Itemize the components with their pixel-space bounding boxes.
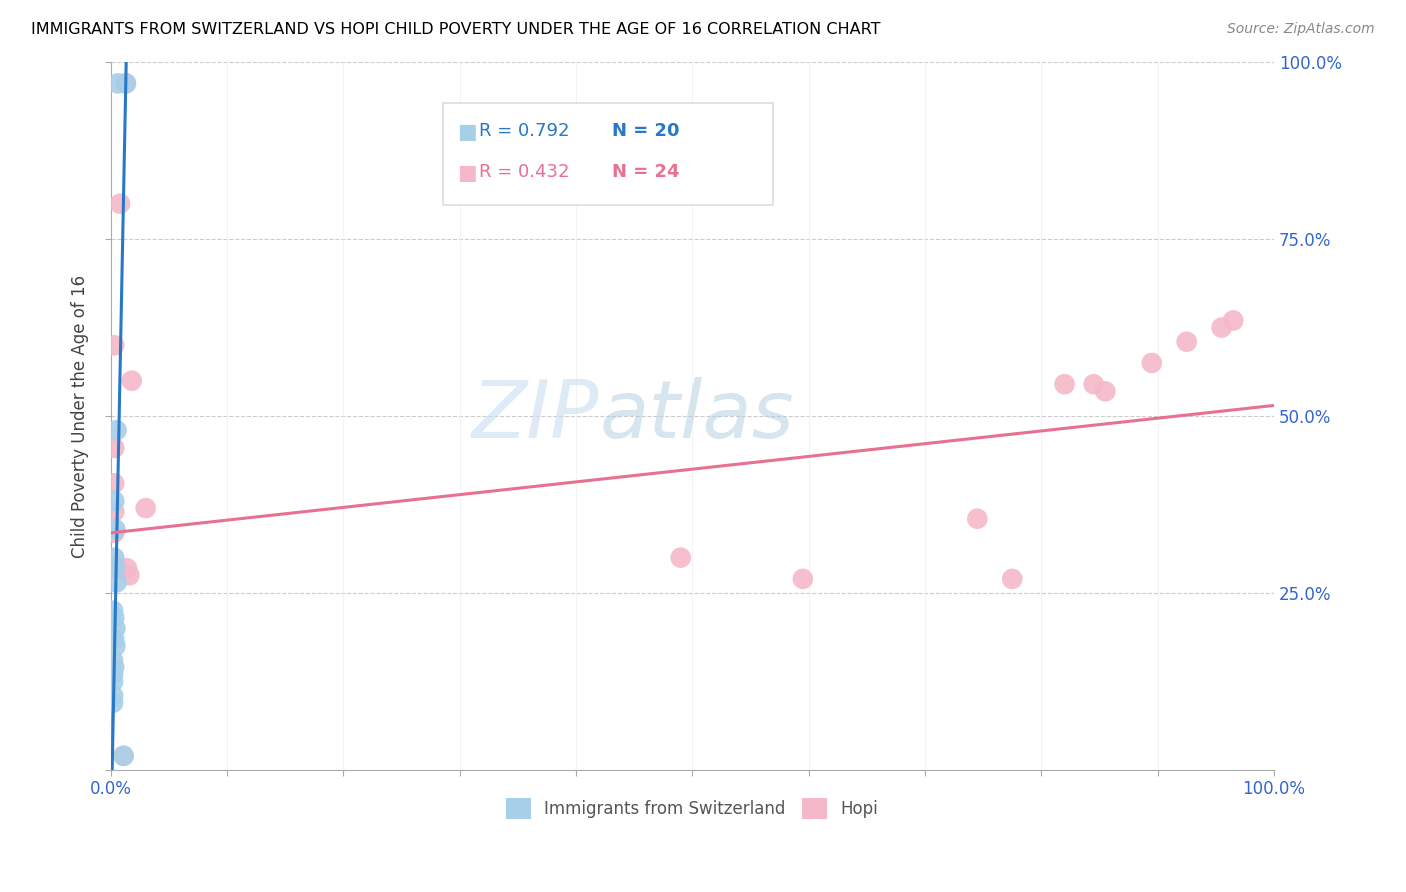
Text: ■: ■ xyxy=(457,163,477,183)
Point xyxy=(103,505,125,519)
Point xyxy=(112,748,135,763)
Point xyxy=(101,674,124,689)
Text: R = 0.792: R = 0.792 xyxy=(479,122,569,140)
Text: Source: ZipAtlas.com: Source: ZipAtlas.com xyxy=(1227,22,1375,37)
Text: R = 0.432: R = 0.432 xyxy=(479,163,569,181)
Point xyxy=(104,561,127,575)
Point xyxy=(103,441,125,455)
Point xyxy=(101,696,124,710)
Y-axis label: Child Poverty Under the Age of 16: Child Poverty Under the Age of 16 xyxy=(72,275,89,558)
Point xyxy=(104,558,127,572)
Point xyxy=(1140,356,1163,370)
Point xyxy=(1175,334,1198,349)
Point xyxy=(103,476,125,491)
Point xyxy=(118,568,141,582)
Point xyxy=(103,494,125,508)
Point xyxy=(105,423,128,437)
Point xyxy=(101,653,124,667)
Point xyxy=(1094,384,1116,399)
Text: ■: ■ xyxy=(457,122,477,142)
Point xyxy=(792,572,814,586)
Point xyxy=(135,501,157,516)
Point xyxy=(104,639,127,653)
Point xyxy=(103,660,125,674)
Point xyxy=(1083,377,1105,392)
Point xyxy=(1053,377,1076,392)
Text: IMMIGRANTS FROM SWITZERLAND VS HOPI CHILD POVERTY UNDER THE AGE OF 16 CORRELATIO: IMMIGRANTS FROM SWITZERLAND VS HOPI CHIL… xyxy=(31,22,880,37)
Legend: Immigrants from Switzerland, Hopi: Immigrants from Switzerland, Hopi xyxy=(499,792,886,825)
Point xyxy=(101,667,124,681)
Point xyxy=(104,522,127,536)
Point xyxy=(121,374,143,388)
Point xyxy=(1001,572,1024,586)
Point xyxy=(669,550,692,565)
Point xyxy=(108,196,131,211)
Point xyxy=(103,611,125,625)
Point xyxy=(107,76,129,90)
Point xyxy=(112,748,135,763)
Point xyxy=(103,525,125,540)
Point xyxy=(115,76,138,90)
Point xyxy=(103,338,125,352)
Point xyxy=(966,512,988,526)
Point xyxy=(101,604,124,618)
Point xyxy=(1222,313,1244,327)
Text: atlas: atlas xyxy=(599,377,794,455)
Point xyxy=(104,622,127,636)
Point xyxy=(115,76,138,90)
Point xyxy=(105,575,128,590)
Point xyxy=(103,632,125,646)
Point xyxy=(103,550,125,565)
Point xyxy=(115,561,138,575)
Point xyxy=(1211,320,1233,334)
Text: N = 20: N = 20 xyxy=(612,122,679,140)
Text: N = 24: N = 24 xyxy=(612,163,679,181)
Point xyxy=(101,689,124,703)
Text: ZIP: ZIP xyxy=(472,377,599,455)
